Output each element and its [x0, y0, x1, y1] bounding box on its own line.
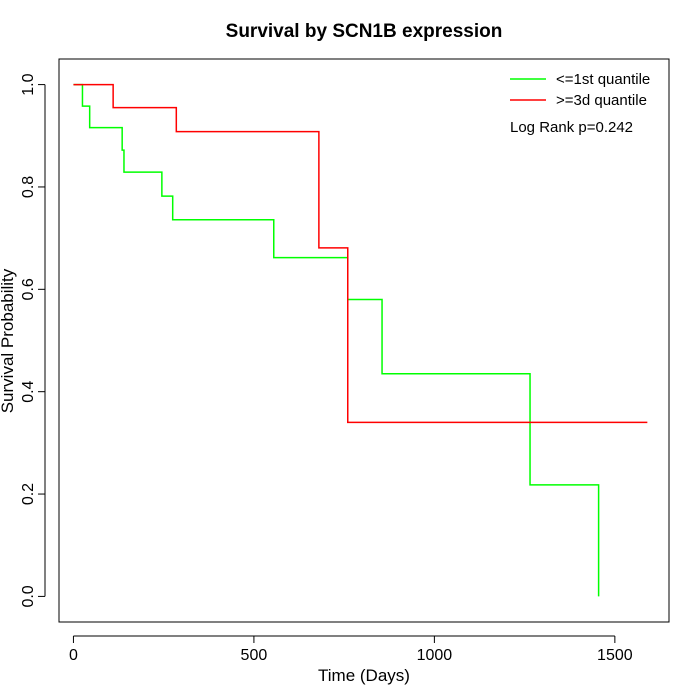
x-axis: 0 500 1000 1500 [69, 635, 633, 664]
y-tick-label: 0.2 [20, 483, 37, 505]
series-layer [73, 83, 648, 597]
legend-label-low: <=1st quantile [556, 71, 650, 88]
x-tick-label: 500 [241, 647, 268, 664]
y-axis-title: Survival Probability [0, 268, 17, 413]
y-tick-label: 0.0 [20, 585, 37, 607]
x-tick-label: 1000 [417, 647, 453, 664]
x-tick-label: 0 [69, 647, 78, 664]
series-line-high-quantile [73, 83, 648, 424]
y-tick-label: 1.0 [20, 73, 37, 95]
legend: <=1st quantile >=3d quantile Log Rank p=… [510, 71, 650, 136]
y-tick-label: 0.4 [20, 380, 37, 402]
log-rank-annotation: Log Rank p=0.242 [510, 119, 633, 136]
legend-label-high: >=3d quantile [556, 92, 647, 109]
chart-title: Survival by SCN1B expression [226, 21, 503, 42]
y-axis: 0.0 0.2 0.4 0.6 0.8 1.0 [20, 73, 46, 608]
x-axis-title: Time (Days) [318, 666, 410, 685]
x-tick-label: 1500 [597, 647, 633, 664]
y-tick-label: 0.8 [20, 176, 37, 198]
plot-frame [58, 58, 670, 623]
y-tick-label: 0.6 [20, 278, 37, 300]
series-line-low-quantile [73, 83, 600, 597]
